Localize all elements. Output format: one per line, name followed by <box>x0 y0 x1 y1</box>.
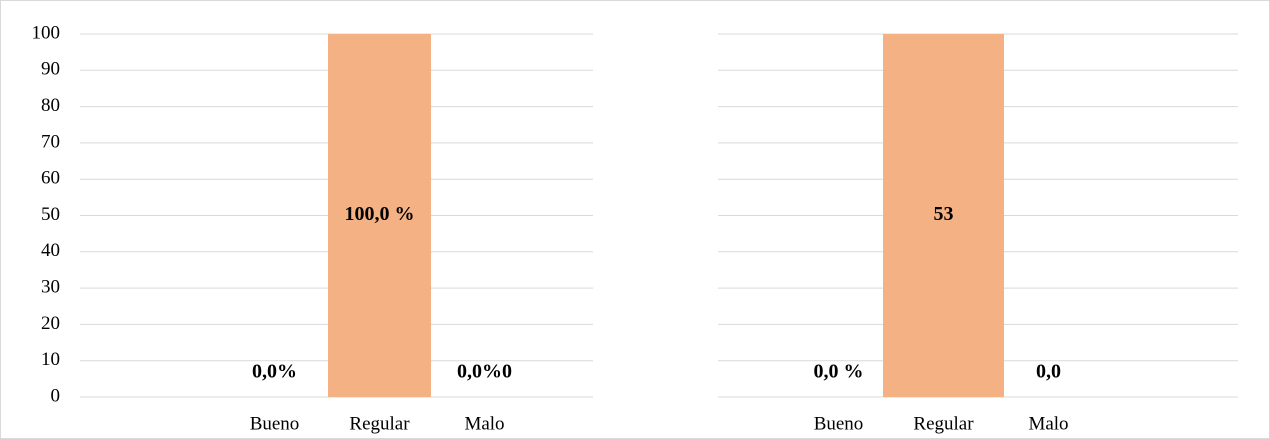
y-tick-label: 0 <box>51 385 61 406</box>
y-tick-label: 40 <box>41 240 60 261</box>
x-tick-label: Malo <box>464 413 504 434</box>
x-tick-label: Regular <box>913 413 974 434</box>
y-tick-label: 100 <box>32 22 61 43</box>
bar <box>328 34 431 397</box>
y-tick-label: 90 <box>41 59 60 80</box>
x-tick-label: Regular <box>349 413 410 434</box>
value-label: 0,0 <box>1036 361 1061 383</box>
y-tick-label: 50 <box>41 204 60 225</box>
value-label: 100,0 % <box>345 203 415 225</box>
value-label: 0,0%0 <box>457 361 512 383</box>
x-tick-label: Bueno <box>814 413 864 434</box>
y-tick-label: 60 <box>41 168 60 189</box>
bar <box>883 34 1004 397</box>
value-label: 0,0 % <box>814 361 864 383</box>
x-tick-label: Bueno <box>250 413 300 434</box>
y-tick-label: 70 <box>41 131 60 152</box>
value-label: 0,0% <box>252 361 297 383</box>
y-tick-label: 10 <box>41 349 60 370</box>
y-tick-label: 30 <box>41 276 60 297</box>
y-tick-label: 20 <box>41 313 60 334</box>
value-label: 53 <box>934 203 954 225</box>
y-tick-label: 80 <box>41 95 60 116</box>
x-tick-label: Malo <box>1028 413 1068 434</box>
